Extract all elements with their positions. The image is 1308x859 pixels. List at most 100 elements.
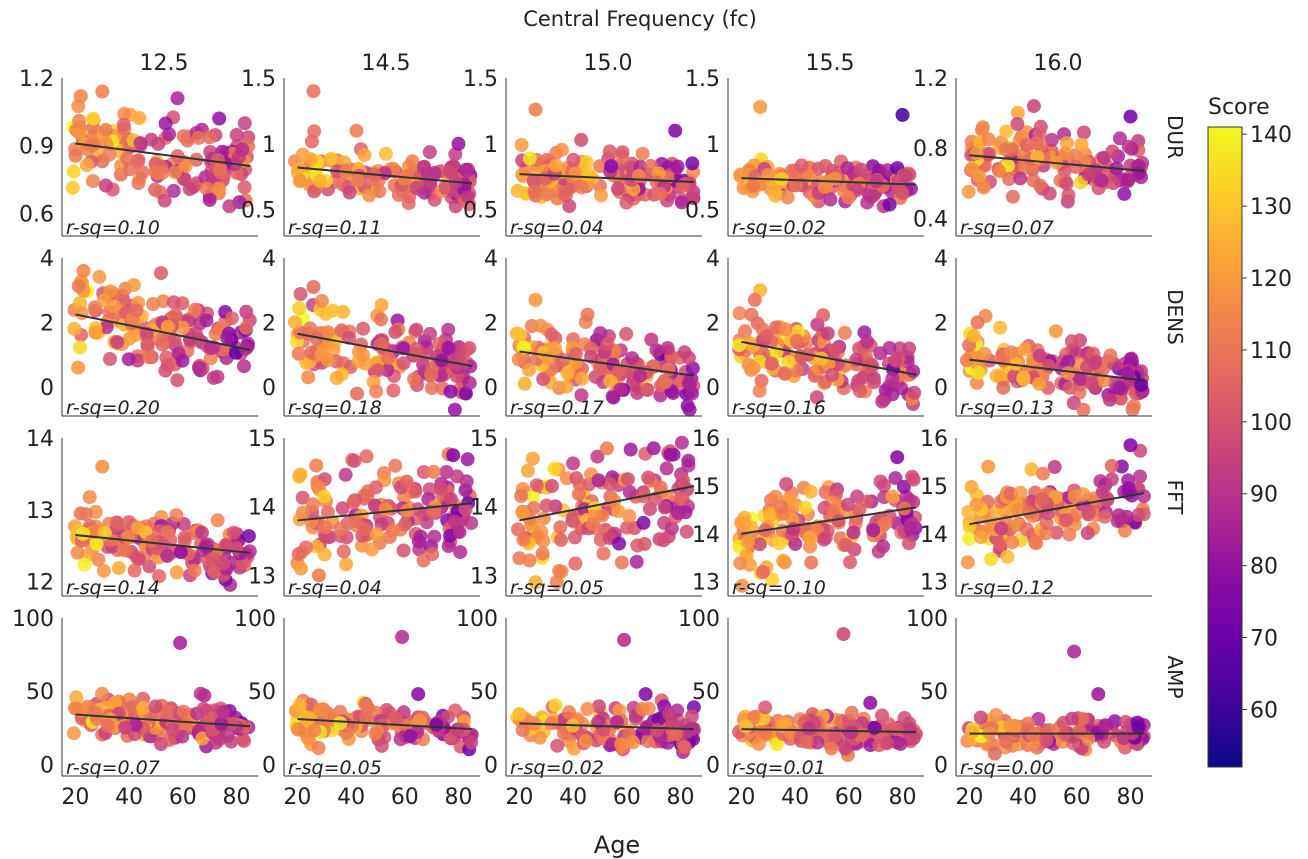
data-point xyxy=(434,481,449,496)
data-point xyxy=(317,489,332,504)
data-point xyxy=(1035,492,1050,507)
data-point xyxy=(851,373,866,388)
data-point xyxy=(867,375,881,390)
data-point xyxy=(317,547,332,562)
data-point xyxy=(312,702,327,717)
y-tick-label: 15 xyxy=(920,475,948,500)
data-point xyxy=(640,382,655,397)
data-point xyxy=(892,341,907,356)
data-point xyxy=(981,459,996,474)
data-point xyxy=(846,525,861,540)
data-point xyxy=(173,545,188,560)
y-tick-label: 2 xyxy=(40,311,54,336)
y-tick-label: 100 xyxy=(12,607,54,632)
data-point xyxy=(610,181,625,196)
data-point xyxy=(746,360,761,375)
data-point xyxy=(235,142,250,157)
x-tick-label: 20 xyxy=(727,785,755,810)
data-point xyxy=(528,575,543,590)
data-point xyxy=(528,292,543,307)
y-tick-label: 4 xyxy=(706,247,720,272)
data-point xyxy=(1110,514,1125,529)
data-point xyxy=(96,563,111,578)
row-label-fft: FFT xyxy=(1163,480,1187,516)
data-point xyxy=(768,188,783,203)
regression-line xyxy=(741,340,917,376)
data-point xyxy=(1120,366,1135,381)
data-point xyxy=(873,474,888,489)
data-point xyxy=(644,332,659,347)
data-point xyxy=(1024,462,1039,477)
data-point xyxy=(896,479,911,494)
data-point xyxy=(552,564,567,578)
data-point xyxy=(425,547,440,562)
data-point xyxy=(880,735,895,750)
data-point xyxy=(374,738,389,753)
data-point xyxy=(1064,334,1079,349)
y-tick-label: 1.5 xyxy=(463,67,498,92)
data-point xyxy=(88,325,103,340)
data-point xyxy=(841,190,856,205)
data-point xyxy=(1068,159,1083,174)
data-point xyxy=(208,735,223,750)
data-point xyxy=(1002,172,1017,186)
data-point xyxy=(562,199,577,214)
data-point xyxy=(820,326,835,341)
data-point xyxy=(594,188,608,203)
r-squared-label: r-sq=0.11 xyxy=(288,217,382,239)
data-point xyxy=(307,124,322,139)
data-point xyxy=(95,84,110,99)
r-squared-label: r-sq=0.07 xyxy=(960,217,1054,239)
data-point xyxy=(602,144,617,159)
data-point xyxy=(1059,513,1073,528)
data-point xyxy=(665,726,680,741)
data-point xyxy=(168,308,183,323)
y-tick-label: 14 xyxy=(470,496,498,521)
data-point xyxy=(568,347,583,361)
data-point xyxy=(1081,505,1096,520)
data-point xyxy=(409,180,424,195)
data-point xyxy=(907,385,922,400)
data-point xyxy=(389,710,403,725)
data-point xyxy=(1062,527,1077,542)
data-point xyxy=(517,376,532,391)
row-label-amp: AMP xyxy=(1163,656,1187,699)
data-point xyxy=(977,346,992,361)
data-point xyxy=(202,130,217,145)
data-point xyxy=(158,116,173,131)
data-point xyxy=(590,449,605,464)
row-label-dur: DUR xyxy=(1163,115,1187,159)
panel-dens-2: 0 2 4 r-sq=0.17 xyxy=(484,247,702,419)
panel-dens-0: 0 2 4 r-sq=0.20 xyxy=(40,247,258,419)
data-point xyxy=(320,353,335,367)
data-point xyxy=(170,91,185,106)
data-point xyxy=(397,171,412,186)
data-point xyxy=(1103,348,1118,363)
data-point xyxy=(685,156,700,171)
data-point xyxy=(647,492,662,507)
data-point xyxy=(768,489,783,504)
y-tick-label: 0.8 xyxy=(913,137,948,162)
colorbar-tick-label: 90 xyxy=(1250,483,1278,508)
data-point xyxy=(74,306,89,321)
y-tick-label: 16 xyxy=(692,427,720,452)
data-point xyxy=(649,343,664,358)
x-tick-label: 20 xyxy=(61,785,89,810)
data-point xyxy=(66,726,81,741)
data-point xyxy=(673,491,688,506)
data-point xyxy=(127,563,142,578)
data-point xyxy=(157,193,172,208)
r-squared-label: r-sq=0.05 xyxy=(288,757,382,779)
panel-dens-1: 0 2 4 r-sq=0.18 xyxy=(262,247,480,419)
data-point xyxy=(580,307,595,322)
data-point xyxy=(976,180,991,195)
data-point xyxy=(1013,171,1028,186)
colorbar-tick-label: 120 xyxy=(1250,267,1292,292)
data-point xyxy=(450,469,465,484)
data-point xyxy=(674,195,689,210)
data-point xyxy=(545,479,559,493)
data-point xyxy=(571,487,586,502)
data-point xyxy=(659,461,674,476)
data-point xyxy=(102,147,117,162)
r-squared-label: r-sq=0.05 xyxy=(510,577,604,599)
